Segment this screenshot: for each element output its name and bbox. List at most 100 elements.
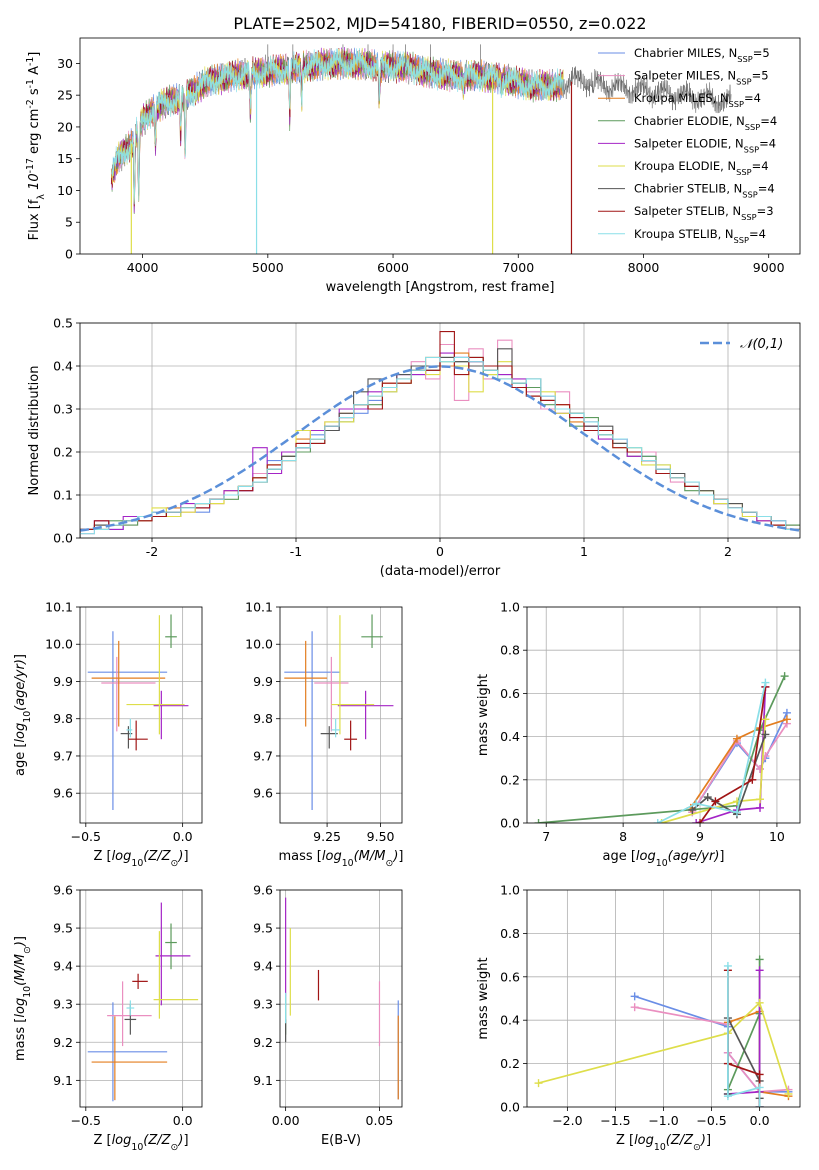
y-tick-label: 0.5 [53, 316, 73, 331]
errorbar-point [126, 1000, 135, 1016]
plot-area [285, 897, 399, 1100]
x-tick-label: −1.0 [648, 1113, 678, 1128]
axes-frame: −0.5 0.0 9.6 9.7 9.8 9.9 10.0 10.1 Z [log10(Z/Z⊙… [13, 600, 203, 869]
y-tick-label: 9.6 [253, 786, 273, 801]
weight-line [690, 718, 788, 809]
axes-frame: 7 8 9 10 0.0 0.2 0.4 0.6 0.8 1.0 age [log10(age/yr… [476, 600, 801, 869]
axes-border [279, 606, 403, 824]
x-tick-label: 0.0 [750, 1113, 770, 1128]
weight-marker [732, 808, 741, 817]
y-tick-label: 0.4 [53, 359, 73, 374]
errorbar-point [165, 923, 177, 970]
weight-marker [732, 734, 741, 743]
weight-line [727, 970, 761, 1107]
legend-label: 𝒩(0,1) [740, 337, 783, 352]
weight-marker [534, 1079, 543, 1088]
errorbar-point [91, 1016, 168, 1101]
age-vs-mass-panel: 9.25 9.50 9.6 9.7 9.8 9.9 10.0 10.1 mass [log10(… [245, 600, 403, 869]
axes-border [79, 889, 203, 1108]
y-tick-label: 9.9 [253, 674, 273, 689]
x-tick-label: 8 [619, 829, 627, 844]
legend-label: Kroupa ELODIE, NSSP=4 [634, 159, 769, 177]
y-tick-label: 0.2 [500, 772, 520, 787]
x-axis-label: Z [log10(Z/Z⊙)] [93, 849, 188, 869]
y-tick-label: 0.0 [500, 1100, 520, 1115]
plot-area [284, 614, 394, 810]
errorbar-point [284, 640, 328, 727]
weight-marker [755, 1103, 764, 1107]
legend-label: Kroupa STELIB, NSSP=4 [634, 227, 766, 245]
weight-marker [534, 819, 543, 823]
errorbar-point [361, 614, 383, 648]
weight-marker [761, 730, 770, 739]
legend-label: Salpeter MILES, NSSP=5 [634, 69, 769, 87]
y-tick-label: 10.1 [45, 600, 73, 615]
histogram-series [80, 356, 800, 538]
x-tick-label: 7 [542, 829, 550, 844]
mass-vs-metallicity-panel: −0.5 0.0 9.1 9.2 9.3 9.4 9.5 9.6 Z [log10(Z/Z⊙)]… [13, 883, 203, 1153]
y-axis-label: age [log10(age/yr)] [13, 654, 33, 776]
errorbar-point [101, 656, 156, 732]
x-tick-label: 7000 [502, 260, 534, 275]
x-tick-label: -1 [290, 544, 302, 559]
weight-marker [756, 803, 765, 812]
y-tick-label: 15 [57, 151, 73, 166]
y-tick-label: 1.0 [500, 600, 520, 615]
y-tick-label: 9.1 [53, 1073, 73, 1088]
spectrum-legend: Chabrier MILES, NSSP=5 Salpeter MILES, NS… [598, 46, 777, 245]
y-tick-label: 9.6 [53, 883, 73, 898]
axes-frame: 4000 5000 6000 7000 8000 9000 0 5 10 15 20 25 30 wave… [25, 37, 801, 295]
x-tick-label: 10 [769, 829, 785, 844]
y-axis-label: mass weight [476, 674, 491, 756]
y-tick-label: 5 [65, 215, 73, 230]
weight-marker [761, 715, 770, 724]
y-tick-label: 30 [57, 56, 73, 71]
y-tick-label: 10.0 [245, 637, 273, 652]
legend-label: Chabrier ELODIE, NSSP=4 [634, 114, 777, 132]
errorbar-point [87, 631, 168, 810]
y-tick-label: 10.0 [45, 637, 73, 652]
weight-marker [711, 797, 720, 806]
spectrum-panel: 4000 5000 6000 7000 8000 9000 0 5 10 15 20 25 30 wave… [25, 37, 801, 295]
errorbar-point [153, 931, 199, 1019]
y-tick-label: 9.1 [253, 1073, 273, 1088]
y-tick-label: 9.5 [253, 921, 273, 936]
x-axis-label: mass [log10(M/M⊙)] [279, 849, 404, 869]
x-tick-label: 2 [724, 544, 732, 559]
weight-marker [755, 966, 764, 975]
axes-border [79, 37, 801, 255]
y-tick-label: 0.6 [500, 686, 520, 701]
errorbar-point [155, 902, 191, 1006]
y-tick-label: 0.0 [53, 531, 73, 546]
x-tick-label: 0.00 [272, 1113, 300, 1128]
y-tick-label: 9.4 [253, 959, 273, 974]
plot-area [87, 614, 189, 810]
y-tick-label: 0 [65, 247, 73, 262]
mass-vs-ebv-panel: 0.00 0.05 9.1 9.2 9.3 9.4 9.5 9.6 E(B-V) [253, 883, 403, 1148]
x-axis-label: (data-model)/error [380, 564, 501, 579]
weight-marker [692, 799, 701, 808]
y-tick-label: 0.6 [500, 969, 520, 984]
x-tick-label: 8000 [628, 260, 660, 275]
errorbar-point [107, 981, 152, 1047]
axes-frame: 9.25 9.50 9.6 9.7 9.8 9.9 10.0 10.1 mass [log10(… [245, 600, 403, 869]
weight-marker [780, 672, 789, 681]
y-tick-label: 25 [57, 88, 73, 103]
errorbar-point [314, 656, 349, 732]
errorbar-point [331, 718, 340, 738]
plot-area [534, 955, 793, 1107]
y-tick-label: 20 [57, 119, 73, 134]
y-axis-label: Normed distribution [27, 366, 42, 496]
legend-label: Chabrier MILES, NSSP=5 [634, 46, 770, 64]
axes-border [526, 606, 801, 824]
weight-marker [755, 1083, 764, 1092]
axes-frame: -2 -1 0 1 2 0.0 0.1 0.2 0.3 0.4 0.5 (data-model)/er… [27, 316, 801, 579]
y-tick-label: 9.6 [53, 786, 73, 801]
y-tick-label: 9.7 [53, 748, 73, 763]
y-tick-label: 0.0 [500, 816, 520, 831]
errorbar-point [128, 720, 148, 751]
weight-line [538, 675, 786, 823]
y-tick-label: 9.3 [53, 997, 73, 1012]
residuals-legend: 𝒩(0,1) [700, 337, 783, 352]
